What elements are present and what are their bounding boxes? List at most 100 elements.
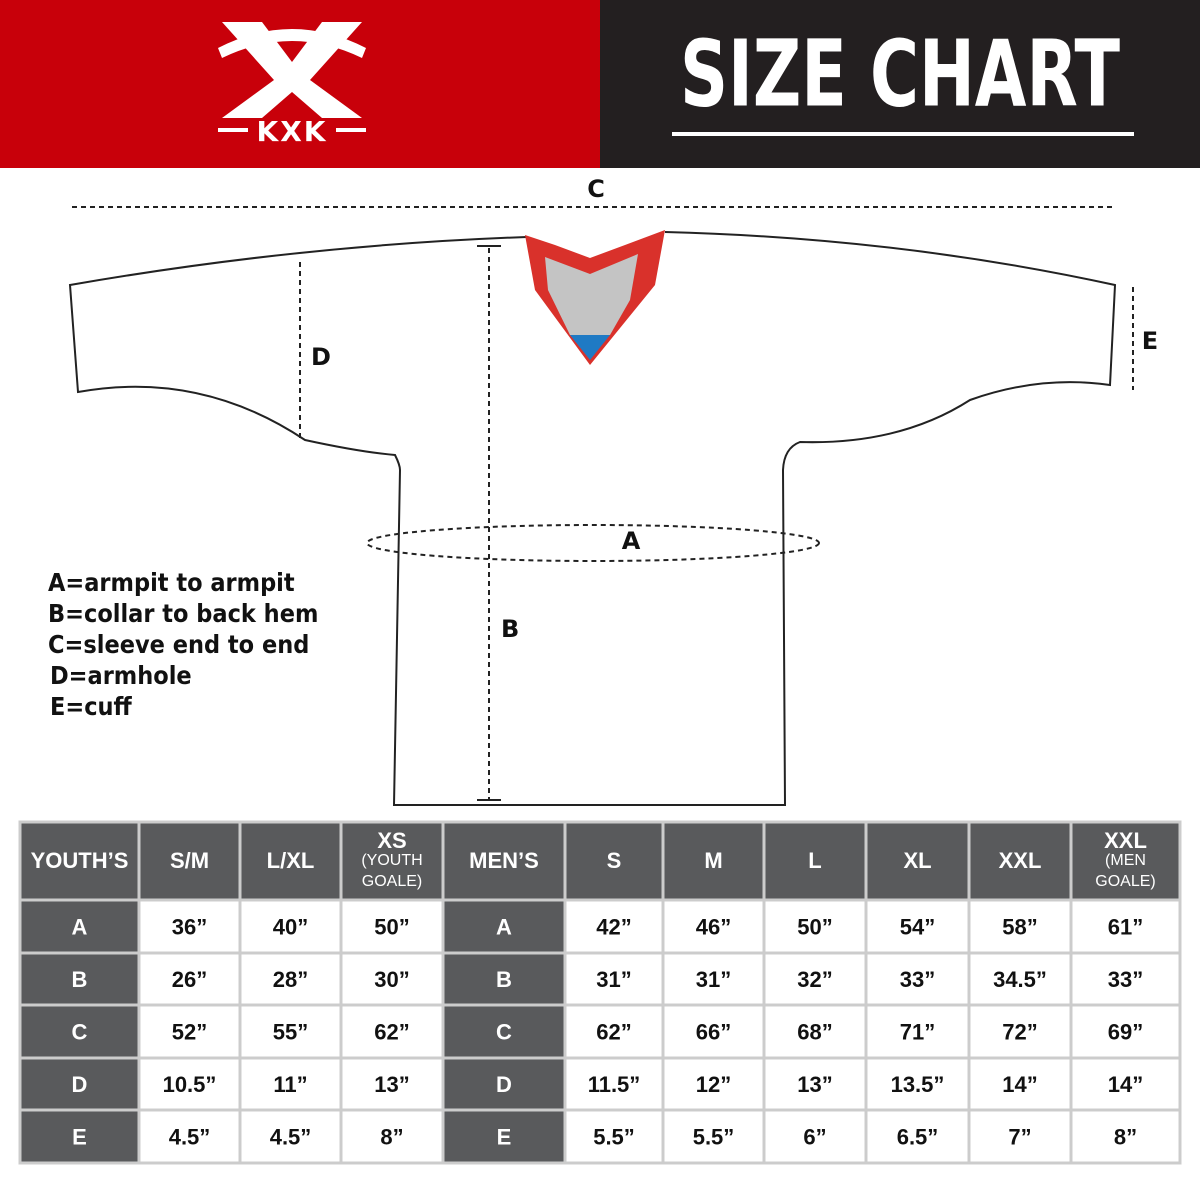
value-cell (661, 1003, 766, 1060)
value-cell (1069, 951, 1182, 1007)
value-cell (563, 1056, 665, 1112)
value: 11” (273, 1072, 307, 1097)
value: 10.5” (163, 1072, 217, 1097)
value-cell (563, 1108, 665, 1165)
header-cell (967, 820, 1073, 902)
value: 33” (900, 967, 935, 992)
value-cell (864, 951, 971, 1007)
value-cell (864, 1056, 971, 1112)
value: 13.5” (891, 1072, 945, 1097)
value-cell (339, 1056, 445, 1112)
value: 13” (797, 1072, 832, 1097)
row-key: D (72, 1072, 88, 1097)
value: 72” (1002, 1019, 1037, 1044)
value: 68” (797, 1019, 832, 1044)
header-cell (238, 820, 343, 902)
value: 52” (172, 1019, 207, 1044)
value: 62” (596, 1019, 631, 1044)
value: 6” (803, 1124, 826, 1149)
value: 46” (696, 914, 731, 939)
logo-bar (218, 128, 248, 132)
value: 33” (1108, 967, 1143, 992)
value: 13” (374, 1072, 409, 1097)
value: 4.5” (270, 1124, 312, 1149)
row-key: E (497, 1124, 512, 1149)
value: 62” (374, 1019, 409, 1044)
value: 31” (696, 967, 731, 992)
value: 61” (1108, 914, 1143, 939)
title-underline (672, 132, 1134, 136)
header-label: XXL (999, 848, 1042, 873)
value-cell (137, 898, 242, 955)
dim-label: A (622, 527, 641, 555)
value: 30” (374, 967, 409, 992)
header-note: (YOUTH GOALE) (361, 852, 422, 890)
value: 66” (696, 1019, 731, 1044)
header-label: M (704, 848, 722, 873)
value: 40” (273, 914, 308, 939)
value: 5.5” (593, 1124, 635, 1149)
value: 5.5” (693, 1124, 735, 1149)
collar-tag (570, 335, 610, 360)
value-cell (238, 1108, 343, 1165)
value: 55” (273, 1019, 308, 1044)
legend-item: E=cuff (50, 692, 133, 721)
header-cell (137, 820, 242, 902)
header-label: MEN’S (469, 848, 539, 873)
legend-item: B=collar to back hem (48, 599, 318, 628)
dim-label: E (1142, 327, 1158, 355)
value-cell (661, 1108, 766, 1165)
legend-item: A=armpit to armpit (48, 568, 295, 597)
row-key-cell (18, 951, 141, 1007)
value: 8” (380, 1124, 403, 1149)
logo-bar (336, 128, 366, 132)
value-cell (864, 1003, 971, 1060)
header-cell (441, 820, 567, 902)
value: 7” (1008, 1124, 1031, 1149)
header-label: XXL (1104, 828, 1147, 853)
table: YOUTH’S S/M L/XL XS(YOUTH GOALE) MEN’S S M L XL XX… (18, 820, 1182, 1165)
row-key: A (72, 914, 88, 939)
value: 32” (797, 967, 832, 992)
header-label: YOUTH’S (31, 848, 129, 873)
row-key-cell (18, 1108, 141, 1165)
value: 69” (1108, 1019, 1143, 1044)
value: 8” (1114, 1124, 1137, 1149)
header-cell (762, 820, 868, 902)
row-key-cell (441, 1108, 567, 1165)
header-label: L (808, 848, 821, 873)
row-key: C (496, 1019, 512, 1044)
value-cell (762, 951, 868, 1007)
value: 50” (797, 914, 832, 939)
collar-inner (545, 254, 638, 335)
row-key-cell (441, 898, 567, 955)
header-label: XS (377, 828, 406, 853)
value: 6.5” (897, 1124, 939, 1149)
row-key: B (496, 967, 512, 992)
value: 71” (900, 1019, 935, 1044)
value: 50” (374, 914, 409, 939)
header-label: XL (903, 848, 931, 873)
value-cell (762, 1108, 868, 1165)
value-cell (1069, 1003, 1182, 1060)
value-cell (563, 1003, 665, 1060)
dim-a (366, 524, 820, 562)
value: 14” (1108, 1072, 1143, 1097)
header-label: S/M (170, 848, 209, 873)
value: 14” (1002, 1072, 1037, 1097)
value: 34.5” (993, 967, 1047, 992)
value: 36” (172, 914, 207, 939)
row-key: C (72, 1019, 88, 1044)
row-key-cell (441, 1056, 567, 1112)
value-cell (1069, 1108, 1182, 1165)
header-cell (563, 820, 665, 902)
title: SIZE CHART (680, 20, 1120, 127)
value: 11.5” (588, 1072, 641, 1097)
legend-item: C=sleeve end to end (48, 630, 309, 659)
logo-mark (218, 22, 366, 118)
value: 58” (1002, 914, 1037, 939)
jersey-outline (68, 231, 1117, 806)
value-cell (238, 951, 343, 1007)
value-cell (563, 898, 665, 955)
